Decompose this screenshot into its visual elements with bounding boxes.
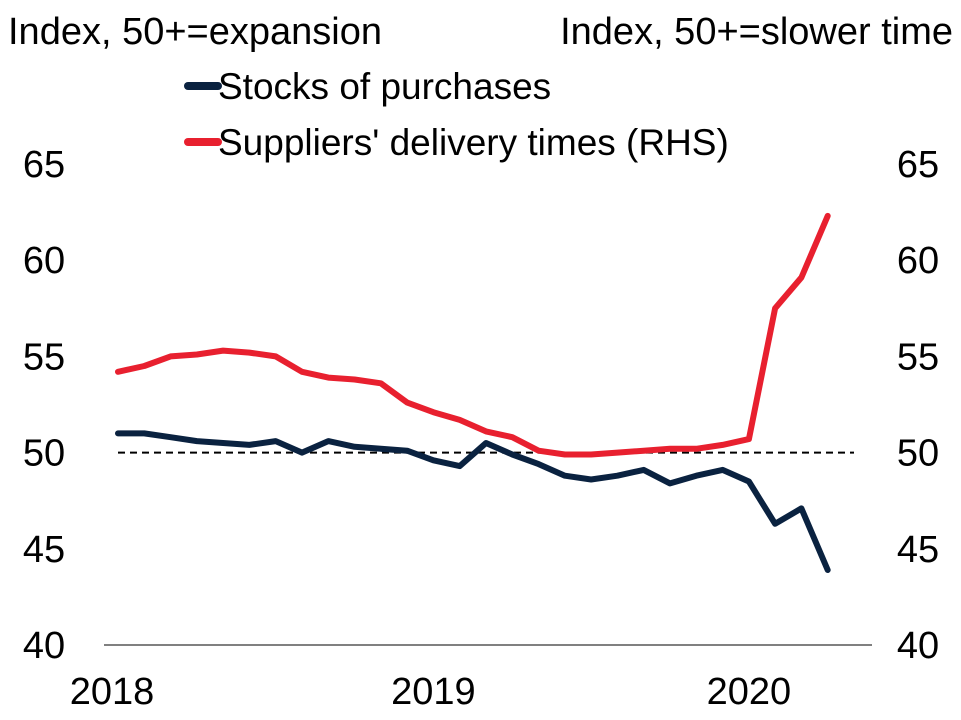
right-y-tick-50: 50 [897, 433, 939, 475]
legend-label-stocks: Stocks of purchases [218, 66, 551, 107]
x-tick-2020: 2020 [707, 671, 792, 713]
left-y-tick-65: 65 [23, 144, 65, 186]
right-y-tick-45: 45 [897, 529, 939, 571]
left-y-axis: 40 45 50 55 60 65 [23, 144, 65, 667]
left-y-tick-60: 60 [23, 240, 65, 282]
legend-label-delivery: Suppliers' delivery times (RHS) [218, 122, 729, 163]
x-axis: 2018 2019 2020 [70, 671, 791, 713]
left-y-tick-50: 50 [23, 433, 65, 475]
right-y-tick-65: 65 [897, 144, 939, 186]
left-axis-label: Index, 50+=expansion [8, 11, 382, 53]
left-y-tick-40: 40 [23, 625, 65, 667]
right-y-axis: 40 45 50 55 60 65 [897, 144, 939, 667]
x-tick-2018: 2018 [70, 671, 155, 713]
series-line-suppliers-delivery-times [115, 212, 831, 458]
left-y-tick-55: 55 [23, 336, 65, 378]
right-y-tick-40: 40 [897, 625, 939, 667]
right-y-tick-60: 60 [897, 240, 939, 282]
legend: Stocks of purchases Suppliers' delivery … [184, 66, 729, 163]
right-y-tick-55: 55 [897, 336, 939, 378]
left-y-tick-45: 45 [23, 529, 65, 571]
series-line-stocks-of-purchases [115, 430, 831, 573]
right-axis-label: Index, 50+=slower time [560, 11, 953, 53]
x-tick-2019: 2019 [391, 671, 476, 713]
